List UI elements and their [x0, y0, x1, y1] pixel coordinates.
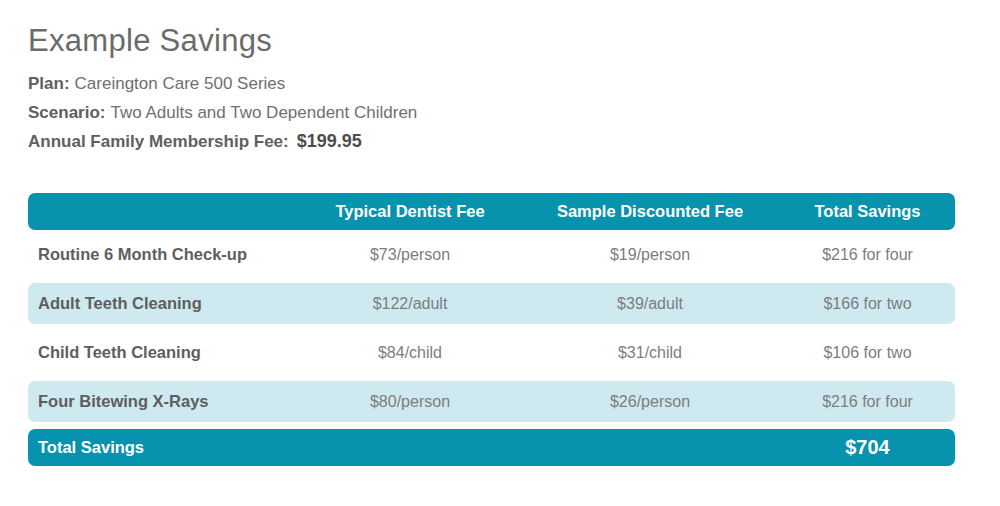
cell-typical-fee: $73/person: [300, 246, 520, 264]
column-header-typical-fee: Typical Dentist Fee: [300, 202, 520, 221]
membership-fee-value: $199.95: [297, 131, 362, 151]
table-header-row: Typical Dentist Fee Sample Discounted Fe…: [28, 193, 955, 230]
plan-label: Plan:: [28, 74, 70, 93]
cell-typical-fee: $84/child: [300, 344, 520, 362]
scenario-value: Two Adults and Two Dependent Children: [110, 103, 417, 122]
cell-total-savings: $216 for four: [780, 393, 955, 411]
table-row: Adult Teeth Cleaning $122/adult $39/adul…: [28, 283, 955, 324]
table-footer-row: Total Savings $704: [28, 429, 955, 466]
cell-total-savings: $106 for two: [780, 344, 955, 362]
membership-fee-line: Annual Family Membership Fee: $199.95: [28, 127, 1000, 156]
row-label: Child Teeth Cleaning: [28, 343, 300, 362]
cell-discounted-fee: $26/person: [520, 393, 780, 411]
row-label: Four Bitewing X-Rays: [28, 392, 300, 411]
cell-typical-fee: $80/person: [300, 393, 520, 411]
total-savings-label: Total Savings: [28, 438, 300, 457]
table-row: Four Bitewing X-Rays $80/person $26/pers…: [28, 381, 955, 422]
plan-line: Plan: Careington Care 500 Series: [28, 69, 1000, 98]
scenario-line: Scenario: Two Adults and Two Dependent Ch…: [28, 98, 1000, 127]
cell-discounted-fee: $31/child: [520, 344, 780, 362]
savings-table: Typical Dentist Fee Sample Discounted Fe…: [28, 193, 955, 466]
plan-value: Careington Care 500 Series: [75, 74, 286, 93]
page-content: Example Savings Plan: Careington Care 500…: [0, 0, 1000, 466]
membership-fee-label: Annual Family Membership Fee:: [28, 132, 289, 151]
column-header-discounted-fee: Sample Discounted Fee: [520, 202, 780, 221]
cell-total-savings: $216 for four: [780, 246, 955, 264]
cell-discounted-fee: $39/adult: [520, 295, 780, 313]
cell-discounted-fee: $19/person: [520, 246, 780, 264]
row-label: Adult Teeth Cleaning: [28, 294, 300, 313]
cell-total-savings: $166 for two: [780, 295, 955, 313]
scenario-label: Scenario:: [28, 103, 105, 122]
column-header-total-savings: Total Savings: [780, 202, 955, 221]
table-row: Routine 6 Month Check-up $73/person $19/…: [28, 230, 955, 279]
table-row: Child Teeth Cleaning $84/child $31/child…: [28, 328, 955, 377]
total-savings-value: $704: [780, 436, 955, 459]
cell-typical-fee: $122/adult: [300, 295, 520, 313]
page-title: Example Savings: [28, 23, 1000, 59]
row-label: Routine 6 Month Check-up: [28, 245, 300, 264]
